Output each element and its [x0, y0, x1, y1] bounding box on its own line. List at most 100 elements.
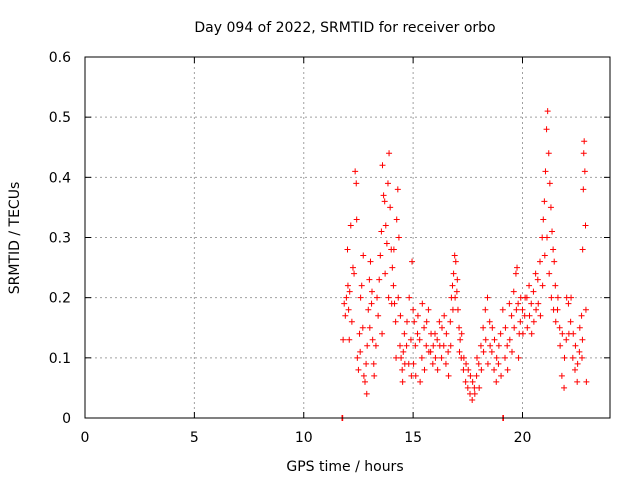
data-point [347, 222, 354, 229]
x-tick-label: 0 [81, 430, 90, 446]
data-point [412, 342, 419, 349]
data-point [554, 294, 561, 301]
data-point [579, 336, 586, 343]
data-point [576, 348, 583, 355]
data-point [541, 252, 548, 259]
data-point [583, 378, 590, 385]
data-point [425, 348, 432, 355]
data-point [526, 282, 533, 289]
data-point [359, 324, 366, 331]
data-point [519, 306, 526, 313]
ticks-layer: 0 5 10 15 20 0 0.1 0.2 0.3 0.4 0.5 0.6 [49, 50, 610, 446]
data-point [371, 372, 378, 379]
data-point [346, 336, 353, 343]
data-point [581, 138, 588, 145]
data-point [544, 108, 551, 115]
data-point [576, 324, 583, 331]
data-point [550, 306, 557, 313]
data-point [397, 312, 404, 319]
data-point [423, 318, 430, 325]
data-point [383, 240, 390, 247]
data-point [552, 282, 559, 289]
data-point [394, 186, 401, 193]
data-point [432, 354, 439, 361]
data-point [430, 342, 437, 349]
x-tick-label: 20 [514, 430, 532, 446]
data-point [401, 330, 408, 337]
data-point [449, 282, 456, 289]
data-point [382, 222, 389, 229]
data-point [506, 300, 513, 307]
data-point [452, 294, 459, 301]
chart-title: Day 094 of 2022, SRMTID for receiver orb… [194, 20, 495, 36]
data-point [449, 306, 456, 313]
data-point [363, 360, 370, 367]
data-point [580, 186, 587, 193]
data-point [354, 354, 361, 361]
data-point [581, 168, 588, 175]
data-point [385, 294, 392, 301]
data-point [434, 336, 441, 343]
data-point [528, 300, 535, 307]
data-point [535, 300, 542, 307]
data-point [544, 234, 550, 241]
data-point [378, 228, 385, 235]
data-point [471, 390, 478, 397]
y-tick-label: 0.5 [49, 110, 71, 126]
data-point [460, 354, 467, 361]
x-tick-label: 10 [295, 430, 313, 446]
data-point [374, 294, 381, 301]
data-point [344, 246, 351, 253]
data-point [404, 318, 410, 325]
data-point [495, 360, 502, 367]
data-point [357, 348, 364, 355]
data-point [353, 180, 360, 187]
data-point [397, 342, 403, 349]
data-point [463, 360, 470, 367]
data-point [458, 330, 465, 337]
data-point [423, 342, 430, 349]
data-point [502, 324, 509, 331]
data-point [453, 288, 460, 295]
data-point [450, 270, 457, 277]
data-point [442, 360, 449, 367]
data-point [465, 366, 472, 373]
data-point [365, 306, 372, 313]
data-point [579, 246, 586, 253]
data-point [533, 306, 540, 313]
data-point [417, 378, 424, 385]
data-point [436, 318, 443, 325]
data-point [380, 192, 387, 199]
data-point [569, 354, 576, 361]
data-point [580, 150, 587, 157]
data-point [456, 348, 463, 355]
data-point [504, 342, 511, 349]
data-point [352, 168, 359, 175]
data-point [489, 324, 496, 331]
data-point [528, 330, 535, 337]
data-point [357, 294, 364, 301]
data-point [491, 366, 498, 373]
data-point [579, 354, 585, 361]
data-point [456, 324, 463, 331]
data-point [454, 276, 461, 283]
data-point [567, 318, 574, 325]
data-point [498, 372, 505, 379]
data-point [436, 342, 443, 349]
data-point [368, 300, 375, 307]
data-point [390, 246, 397, 253]
data-point [358, 282, 365, 289]
data-point [493, 378, 500, 385]
data-point [421, 366, 428, 373]
data-point [418, 354, 425, 361]
data-point [473, 372, 480, 379]
data-point [343, 294, 350, 301]
data-point [484, 360, 491, 367]
data-point [342, 312, 349, 319]
data-point [434, 366, 441, 373]
data-point [414, 330, 421, 337]
data-point [546, 180, 553, 187]
data-point [568, 294, 575, 301]
data-point [478, 366, 485, 373]
data-point [502, 354, 508, 361]
